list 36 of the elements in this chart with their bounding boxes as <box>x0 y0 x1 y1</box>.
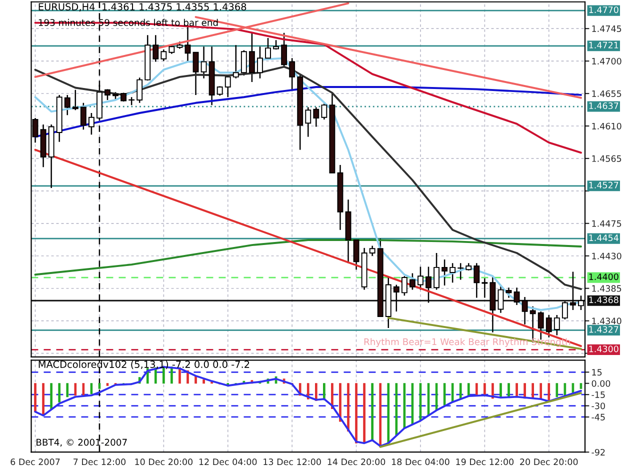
ref-line-label: 1.4527 <box>589 182 618 188</box>
x-tick-label: 12 Dec 04:00 <box>199 458 257 466</box>
y-tick-label: 1.4565 <box>592 155 622 162</box>
x-tick-label: 20 Dec 20:00 <box>520 458 578 466</box>
y-tick-label: 1.4610 <box>592 122 622 130</box>
annotation: BBT4, © 2001-2007 <box>36 438 127 447</box>
x-tick-label: 18 Dec 04:00 <box>392 458 450 466</box>
chart-title: MACDcoloredv102 (5,13,1) -7.2 0.0 0.0 -7.2 <box>38 360 250 370</box>
y-tick-label: 1.4430 <box>592 252 622 260</box>
x-tick-label: 10 Dec 20:00 <box>135 458 193 466</box>
y-tick-label: -15 <box>592 392 605 398</box>
x-tick-label: 19 Dec 12:00 <box>456 458 514 466</box>
y-tick-label: 15 <box>592 369 602 376</box>
ref-line-label: 1.4327 <box>589 326 618 333</box>
x-tick-label: 6 Dec 2007 <box>10 458 60 466</box>
y-tick-label: 1.4340 <box>592 318 622 324</box>
y-tick-label: 1.4745 <box>592 26 622 32</box>
y-tick-label: 1.4700 <box>592 58 622 64</box>
x-tick-label: 13 Dec 12:00 <box>264 458 321 466</box>
ref-line-label: 1.4721 <box>589 42 618 48</box>
y-tick-label: 1.4475 <box>592 220 622 227</box>
y-tick-label: -45 <box>592 414 605 420</box>
x-tick-label: 7 Dec 12:00 <box>74 458 126 466</box>
y-tick-label: -30 <box>592 402 605 410</box>
y-tick-label: -92 <box>592 448 605 456</box>
x-tick-label: 14 Dec 20:00 <box>328 458 386 466</box>
y-tick-label: 1.4655 <box>592 90 622 97</box>
y-tick-label: 0.00 <box>592 380 610 387</box>
chart-title: EURUSD,H4 1.4361 1.4375 1.4355 1.4368 <box>38 3 246 12</box>
ref-line-label: 1.4300 <box>589 346 618 352</box>
ref-line-label: 1.4770 <box>589 6 618 14</box>
y-tick-label: 1.4385 <box>592 285 622 292</box>
ref-line-label: 1.4400 <box>589 273 618 280</box>
ref-line-label: 1.4637 <box>589 102 618 110</box>
ref-line-label: 1.4368 <box>589 296 618 304</box>
ref-line-label: 1.4454 <box>589 234 618 242</box>
